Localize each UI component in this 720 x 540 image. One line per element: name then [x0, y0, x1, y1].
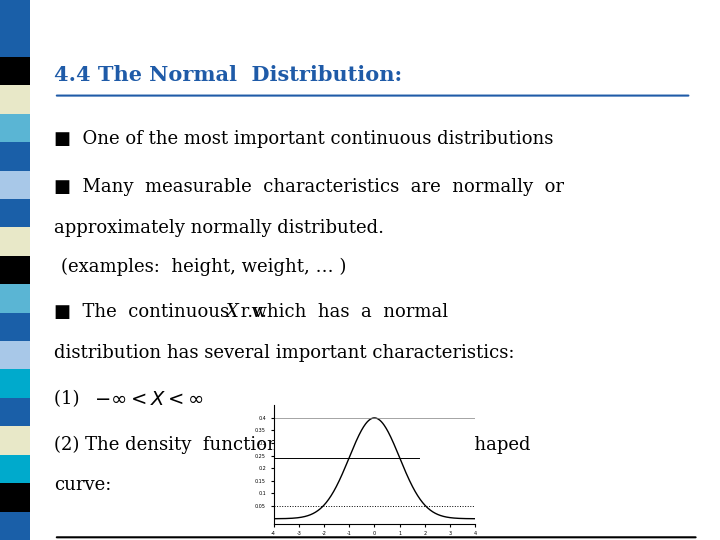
Text: X: X — [294, 436, 307, 454]
Text: $-\infty < X < \infty$: $-\infty < X < \infty$ — [94, 390, 204, 409]
Text: ■  The  continuous  r.v.: ■ The continuous r.v. — [54, 303, 279, 321]
Bar — [0, 483, 30, 511]
Bar — [0, 29, 30, 57]
Text: , has a bell-Shaped: , has a bell-Shaped — [351, 436, 531, 454]
Text: curve:: curve: — [54, 476, 112, 494]
Bar — [0, 57, 30, 85]
Bar — [0, 85, 30, 114]
Bar — [0, 426, 30, 455]
Bar — [0, 256, 30, 284]
Text: (examples:  height, weight, … ): (examples: height, weight, … ) — [61, 258, 346, 276]
Bar — [0, 227, 30, 256]
Text: (2) The density  function of: (2) The density function of — [54, 436, 307, 454]
Bar — [0, 114, 30, 142]
Text: (1): (1) — [54, 390, 91, 408]
Bar — [0, 455, 30, 483]
Text: X: X — [225, 303, 238, 321]
Bar — [0, 369, 30, 398]
Text: ■  Many  measurable  characteristics  are  normally  or: ■ Many measurable characteristics are no… — [54, 178, 564, 196]
Text: 4.4 The Normal  Distribution:: 4.4 The Normal Distribution: — [54, 65, 402, 85]
Text: f(x): f(x) — [322, 436, 353, 454]
Text: ■  One of the most important continuous distributions: ■ One of the most important continuous d… — [54, 130, 554, 147]
Bar — [0, 0, 30, 29]
Bar — [0, 171, 30, 199]
Bar — [0, 142, 30, 171]
Text: ,: , — [306, 436, 323, 454]
Text: distribution has several important characteristics:: distribution has several important chara… — [54, 344, 515, 362]
Bar — [0, 199, 30, 227]
Text: which  has  a  normal: which has a normal — [240, 303, 448, 321]
Bar — [0, 398, 30, 426]
Text: approximately normally distributed.: approximately normally distributed. — [54, 219, 384, 237]
Bar — [0, 284, 30, 313]
Bar — [0, 341, 30, 369]
Bar — [0, 511, 30, 540]
Bar — [0, 313, 30, 341]
